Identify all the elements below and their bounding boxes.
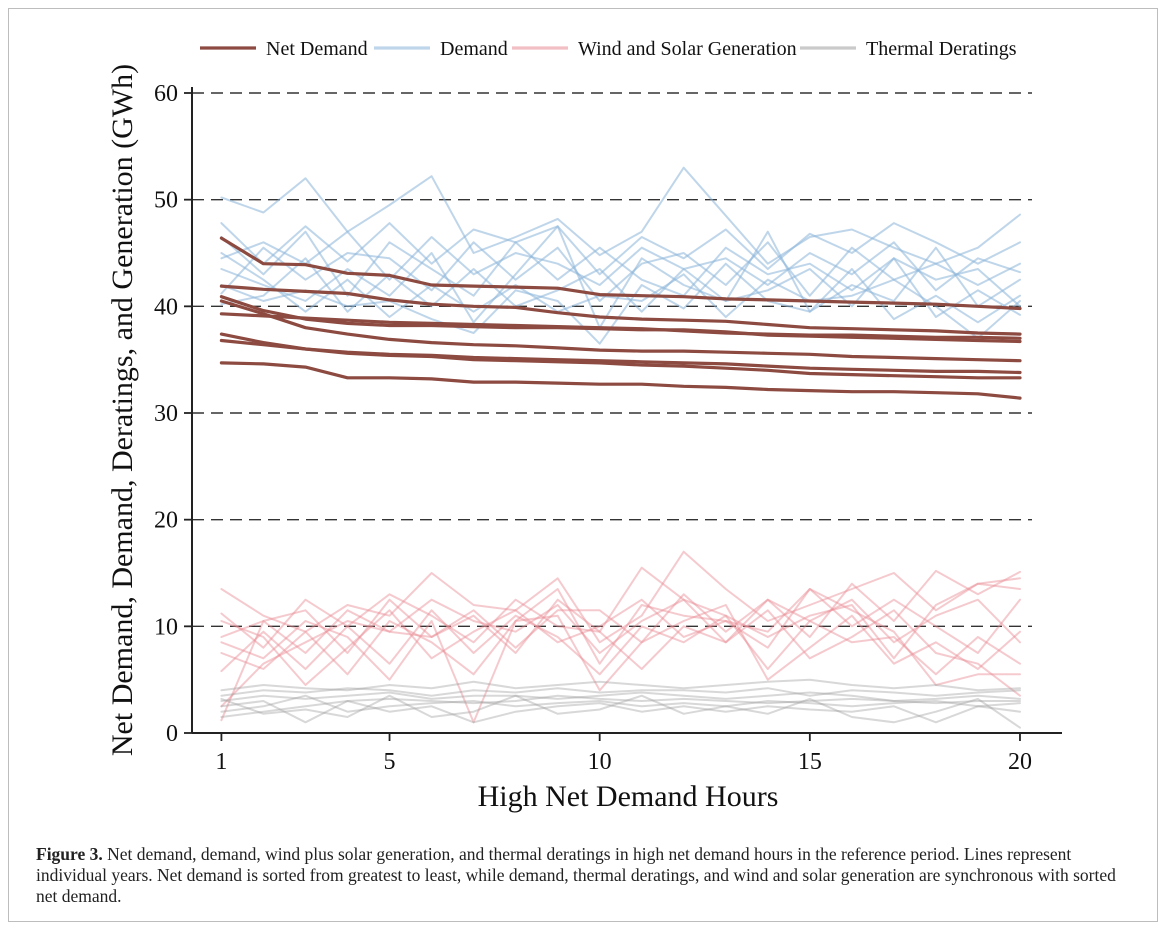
series-line [220, 694, 1021, 729]
y-tick-label: 20 [154, 508, 178, 534]
legend-label: Net Demand [266, 38, 368, 60]
x-tick-label: 10 [588, 749, 612, 775]
legend-label: Thermal Deratings [866, 38, 1017, 60]
series-line [220, 700, 1021, 724]
series-line [220, 593, 1021, 722]
series-line [220, 166, 1021, 265]
series-line [220, 582, 1021, 660]
y-tick-label: 30 [154, 401, 178, 427]
x-tick-label: 15 [798, 749, 822, 775]
series-line [220, 230, 1021, 292]
y-axis-label: Net Demand, Demand, Deratings, and Gener… [106, 64, 139, 756]
series-lines [219, 166, 1022, 729]
series-line [220, 252, 1021, 340]
x-tick-label: 20 [1008, 749, 1032, 775]
series-line [219, 312, 1022, 340]
series-line [220, 604, 1021, 724]
series-line [220, 694, 1021, 724]
y-tick-label: 0 [166, 721, 178, 747]
caption-label: Figure 3. [36, 844, 103, 864]
chart-legend: Net Demand Demand Wind and Solar Generatio… [200, 38, 1017, 60]
x-tick-label: 5 [384, 749, 396, 775]
figure-frame [8, 8, 1158, 922]
y-tick-label: 40 [154, 294, 178, 320]
series-line [219, 338, 1022, 380]
series-line [219, 236, 1022, 311]
legend-item: Wind and Solar Generation [512, 38, 797, 60]
series-demand [220, 166, 1021, 345]
series-wind-and-solar-generation [220, 550, 1021, 724]
series-line [219, 299, 1022, 363]
series-line [220, 691, 1021, 702]
series-line [220, 566, 1021, 649]
series-net-demand [219, 236, 1022, 400]
series-line [220, 609, 1021, 676]
legend-label: Wind and Solar Generation [578, 38, 797, 60]
y-tick-label: 10 [154, 614, 178, 640]
series-line [220, 588, 1021, 686]
series-line [219, 361, 1022, 400]
caption-text: Net demand, demand, wind plus solar gene… [36, 844, 1116, 906]
series-thermal-deratings [220, 678, 1021, 729]
series-line [219, 284, 1022, 336]
legend-item: Demand [374, 38, 508, 60]
series-line [220, 241, 1021, 302]
legend-item: Net Demand [200, 38, 368, 60]
series-line [220, 262, 1021, 345]
series-line [220, 694, 1021, 713]
series-line [220, 687, 1021, 697]
y-tick-label: 50 [154, 188, 178, 214]
y-tick-label: 60 [154, 81, 178, 107]
series-line [220, 550, 1021, 644]
figure-caption: Figure 3. Net demand, demand, wind plus … [36, 844, 1136, 907]
x-tick-label: 1 [215, 749, 227, 775]
legend-label: Demand [440, 38, 508, 60]
series-line [220, 588, 1021, 676]
series-line [220, 222, 1021, 276]
legend-item: Thermal Deratings [800, 38, 1017, 60]
series-line [220, 598, 1021, 708]
x-axis-label: High Net Demand Hours [478, 780, 779, 813]
series-line [220, 678, 1021, 692]
